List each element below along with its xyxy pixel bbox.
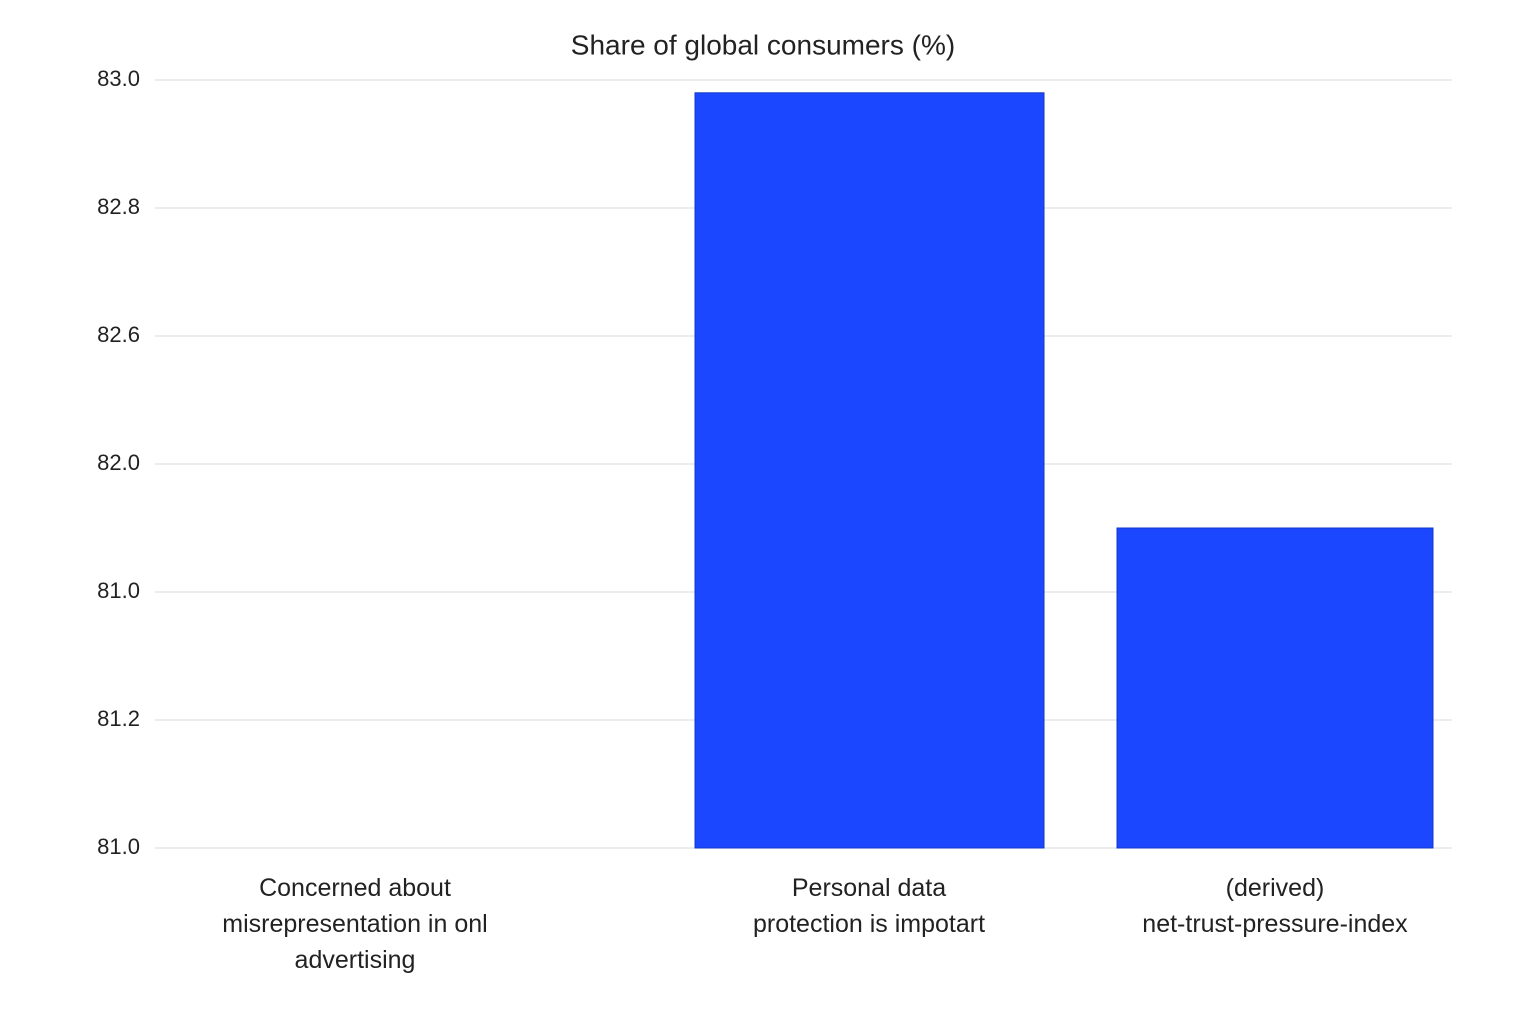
y-tick-label: 83.0 — [97, 66, 140, 91]
x-tick-label: Personal data protection is impotart — [752, 874, 986, 938]
bar — [694, 92, 1045, 849]
chart-title: Share of global consumers (%) — [571, 29, 955, 60]
x-tick-label: Concerned about misrepresentation in onl… — [222, 874, 488, 974]
y-tick-label: 82.6 — [97, 322, 140, 347]
bar — [1116, 527, 1434, 849]
y-tick-label: 82.0 — [97, 450, 140, 475]
x-tick-label: (derived) net-trust-pressure-index — [1142, 874, 1408, 938]
y-tick-label: 81.2 — [97, 706, 140, 731]
y-tick-label: 82.8 — [97, 194, 140, 219]
y-tick-label: 81.0 — [97, 834, 140, 859]
y-tick-label: 81.0 — [97, 578, 140, 603]
